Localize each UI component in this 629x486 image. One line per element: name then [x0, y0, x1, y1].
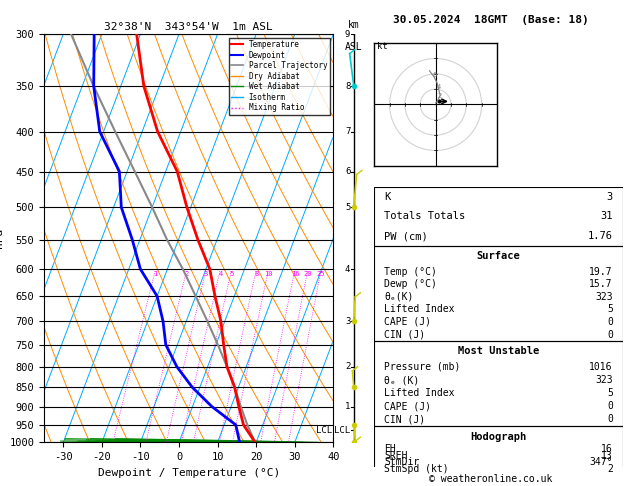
Text: 5: 5 [607, 388, 613, 398]
Text: ASL: ASL [345, 42, 363, 52]
Text: 16: 16 [601, 444, 613, 454]
Text: © weatheronline.co.uk: © weatheronline.co.uk [429, 473, 552, 484]
Text: 3: 3 [204, 271, 208, 277]
Text: 4: 4 [218, 271, 223, 277]
Text: 0: 0 [607, 415, 613, 424]
Text: LCL: LCL [334, 426, 350, 434]
Text: Lifted Index: Lifted Index [384, 388, 455, 398]
Text: 7: 7 [345, 127, 350, 136]
Text: StmSpd (kt): StmSpd (kt) [384, 464, 449, 474]
Text: 8: 8 [345, 82, 350, 91]
Text: 19.7: 19.7 [589, 267, 613, 277]
Text: 20: 20 [304, 271, 312, 277]
Text: 10: 10 [264, 271, 273, 277]
Text: CIN (J): CIN (J) [384, 330, 425, 340]
Text: EH: EH [384, 444, 396, 454]
Text: 2: 2 [185, 271, 189, 277]
Text: 6: 6 [433, 72, 437, 78]
Text: Most Unstable: Most Unstable [458, 347, 539, 356]
Text: 6: 6 [345, 167, 350, 176]
Text: 5: 5 [345, 203, 350, 212]
Text: 2: 2 [607, 464, 613, 474]
Text: 4: 4 [437, 84, 442, 90]
Text: θₑ (K): θₑ (K) [384, 375, 420, 385]
Text: CAPE (J): CAPE (J) [384, 401, 431, 411]
Text: LCL: LCL [316, 426, 332, 434]
Text: Hodograph: Hodograph [470, 432, 526, 442]
Text: 2: 2 [437, 93, 442, 99]
Text: Dewp (°C): Dewp (°C) [384, 279, 437, 289]
Text: 323: 323 [595, 375, 613, 385]
Text: Totals Totals: Totals Totals [384, 211, 465, 222]
Text: 0: 0 [607, 330, 613, 340]
Text: Lifted Index: Lifted Index [384, 304, 455, 314]
Text: 8: 8 [254, 271, 259, 277]
Text: 30.05.2024  18GMT  (Base: 18): 30.05.2024 18GMT (Base: 18) [392, 15, 589, 25]
Text: 0: 0 [607, 401, 613, 411]
Text: 0: 0 [607, 317, 613, 327]
Text: 5: 5 [607, 304, 613, 314]
Y-axis label: hPa: hPa [0, 228, 4, 248]
Text: 13: 13 [601, 451, 613, 461]
Text: 9: 9 [345, 30, 350, 38]
Text: 347°: 347° [589, 457, 613, 467]
Text: 1.76: 1.76 [587, 231, 613, 241]
Text: 1: 1 [345, 402, 350, 411]
Text: PW (cm): PW (cm) [384, 231, 428, 241]
Text: 16: 16 [291, 271, 299, 277]
Bar [374, 426, 623, 472]
Text: kt: kt [377, 42, 388, 52]
Text: 4: 4 [345, 264, 350, 274]
Text: 1: 1 [153, 271, 158, 277]
X-axis label: Dewpoint / Temperature (°C): Dewpoint / Temperature (°C) [97, 468, 280, 478]
Text: Pressure (mb): Pressure (mb) [384, 362, 460, 372]
Text: 5: 5 [230, 271, 234, 277]
Text: 1016: 1016 [589, 362, 613, 372]
Text: 2: 2 [345, 362, 350, 371]
Legend: Temperature, Dewpoint, Parcel Trajectory, Dry Adiabat, Wet Adiabat, Isotherm, Mi: Temperature, Dewpoint, Parcel Trajectory… [229, 38, 330, 115]
Text: CAPE (J): CAPE (J) [384, 317, 431, 327]
Text: 3: 3 [345, 317, 350, 326]
Text: 25: 25 [317, 271, 325, 277]
Text: θₑ(K): θₑ(K) [384, 292, 414, 302]
Text: SREH: SREH [384, 451, 408, 461]
Bar [374, 341, 623, 426]
Text: 323: 323 [595, 292, 613, 302]
Text: Surface: Surface [477, 251, 520, 261]
Text: km: km [348, 20, 360, 30]
Text: 31: 31 [600, 211, 613, 222]
Text: StmDir: StmDir [384, 457, 420, 467]
Text: Temp (°C): Temp (°C) [384, 267, 437, 277]
Bar [374, 187, 623, 246]
Title: 32°38'N  343°54'W  1m ASL: 32°38'N 343°54'W 1m ASL [104, 22, 273, 32]
Text: CIN (J): CIN (J) [384, 415, 425, 424]
Bar [374, 246, 623, 341]
Text: 15.7: 15.7 [589, 279, 613, 289]
Text: K: K [384, 192, 391, 202]
Text: 3: 3 [606, 192, 613, 202]
